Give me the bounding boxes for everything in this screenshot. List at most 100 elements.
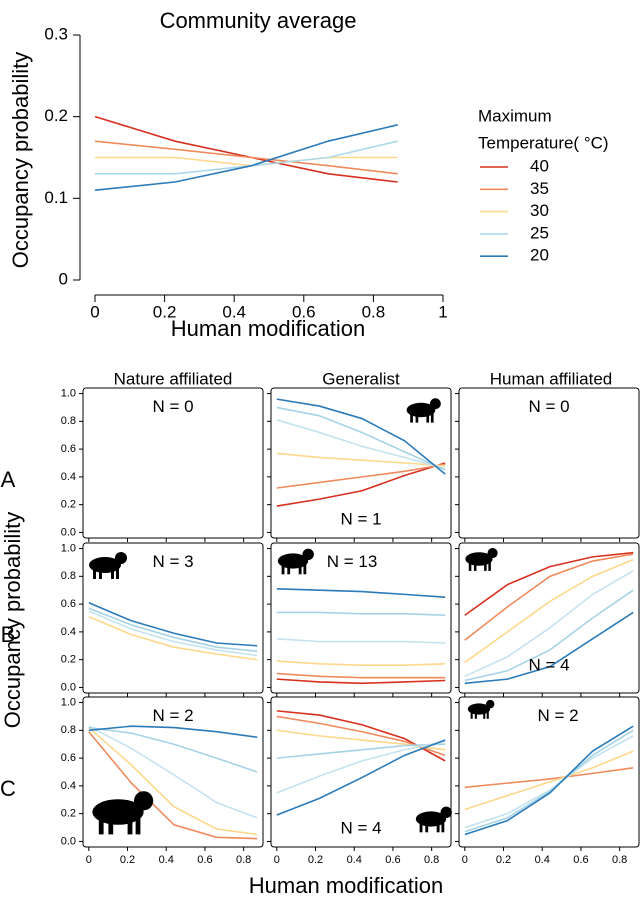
animal-silhouette [467, 699, 495, 719]
x-tick-label: 1 [438, 302, 447, 321]
animal-leg [468, 560, 472, 571]
series-line [464, 750, 634, 811]
n-label: N = 2 [152, 706, 193, 725]
series-line [276, 743, 446, 759]
series-line [276, 660, 446, 667]
series-line [88, 731, 258, 840]
y-tick-label: 0.6 [61, 752, 76, 764]
legend-label: 25 [530, 223, 549, 242]
x-tick-label: 0.4 [347, 854, 362, 866]
animal-silhouette [92, 791, 154, 835]
n-label: N = 2 [537, 706, 578, 725]
animal-leg [486, 710, 489, 719]
animal-leg [281, 562, 285, 575]
x-tick-label: 0.2 [153, 302, 177, 321]
x-tick-label: 0 [90, 302, 99, 321]
animal-leg [441, 820, 445, 833]
n-label: N = 3 [152, 552, 193, 571]
animal-leg [135, 815, 141, 835]
animal-head [440, 806, 452, 819]
series-line [276, 452, 446, 467]
y-tick-label: 0.2 [44, 106, 68, 125]
animal-silhouette [406, 398, 441, 423]
series-line [464, 553, 634, 641]
animal-leg [425, 820, 429, 833]
series-line [276, 463, 446, 489]
animal-head [487, 547, 498, 559]
legend-label: 40 [530, 156, 549, 175]
legend-title: Temperature( °C) [478, 133, 609, 152]
y-tick-label: 0.8 [61, 724, 76, 736]
y-tick-label: 1.0 [61, 542, 76, 554]
y-tick-label: 0.6 [61, 443, 76, 455]
series-line [464, 589, 634, 682]
column-title: Generalist [322, 369, 400, 388]
panel-frame [270, 696, 452, 848]
row-label: C [0, 776, 16, 801]
y-tick-label: 0.2 [61, 654, 76, 666]
y-tick-label: 0.6 [61, 598, 76, 610]
animal-head [486, 699, 495, 709]
series-line [464, 558, 634, 664]
series-line [94, 124, 398, 191]
animal-silhouette [465, 547, 498, 571]
x-tick-label: 0.8 [362, 302, 386, 321]
animal-leg [436, 820, 440, 833]
x-tick-label: 0 [462, 854, 468, 866]
animal-leg [483, 710, 486, 719]
x-tick-label: 0.6 [385, 854, 400, 866]
legend-label: 20 [530, 246, 549, 265]
n-label: N = 0 [528, 397, 569, 416]
animal-leg [116, 567, 119, 579]
x-axis-label: Human modification [171, 316, 365, 341]
y-tick-label: 0.4 [61, 626, 76, 638]
animal-silhouette [277, 548, 314, 575]
x-tick-label: 0.2 [308, 854, 323, 866]
animal-leg [93, 567, 96, 579]
y-tick-label: 0.2 [61, 808, 76, 820]
panel-frame [82, 542, 264, 694]
animal-leg [98, 815, 104, 835]
y-axis-label: Occupancy probability [0, 512, 25, 728]
row-label: B [1, 622, 16, 647]
animal-leg [488, 560, 491, 571]
legend-label: 30 [530, 201, 549, 220]
y-tick-label: 0.8 [61, 570, 76, 582]
series-line [276, 740, 446, 794]
x-axis-label: Human modification [249, 873, 443, 898]
animal-head [302, 548, 314, 561]
x-tick-label: 0.4 [159, 854, 174, 866]
panel-frame [270, 387, 452, 539]
animal-leg [415, 411, 419, 423]
x-tick-label: 0 [274, 854, 280, 866]
y-tick-label: 1.0 [61, 696, 76, 708]
column-title: Human affiliated [490, 369, 613, 388]
y-tick-label: 0.0 [61, 526, 76, 538]
panel-frame [458, 542, 640, 694]
x-tick-label: 0.2 [120, 854, 135, 866]
animal-leg [410, 411, 413, 423]
series-line [88, 726, 258, 836]
series-line [276, 611, 446, 617]
series-line [95, 156, 398, 167]
animal-leg [287, 562, 291, 575]
animal-leg [419, 820, 423, 833]
series-line [464, 729, 634, 833]
animal-head [134, 791, 154, 811]
series-line [276, 406, 446, 471]
legend-label: 35 [530, 179, 549, 198]
x-tick-label: 0.8 [612, 854, 627, 866]
x-tick-label: 0.2 [496, 854, 511, 866]
series-line [276, 710, 446, 762]
y-tick-label: 0.3 [44, 24, 68, 43]
animal-leg [474, 710, 477, 719]
animal-leg [484, 560, 487, 571]
series-line [276, 678, 446, 685]
series-line [464, 551, 634, 616]
n-label: N = 0 [152, 397, 193, 416]
n-label: N = 4 [340, 818, 381, 837]
x-tick-label: 0.4 [535, 854, 550, 866]
column-title: Nature affiliated [114, 369, 233, 388]
y-tick-label: 0.0 [61, 681, 76, 693]
